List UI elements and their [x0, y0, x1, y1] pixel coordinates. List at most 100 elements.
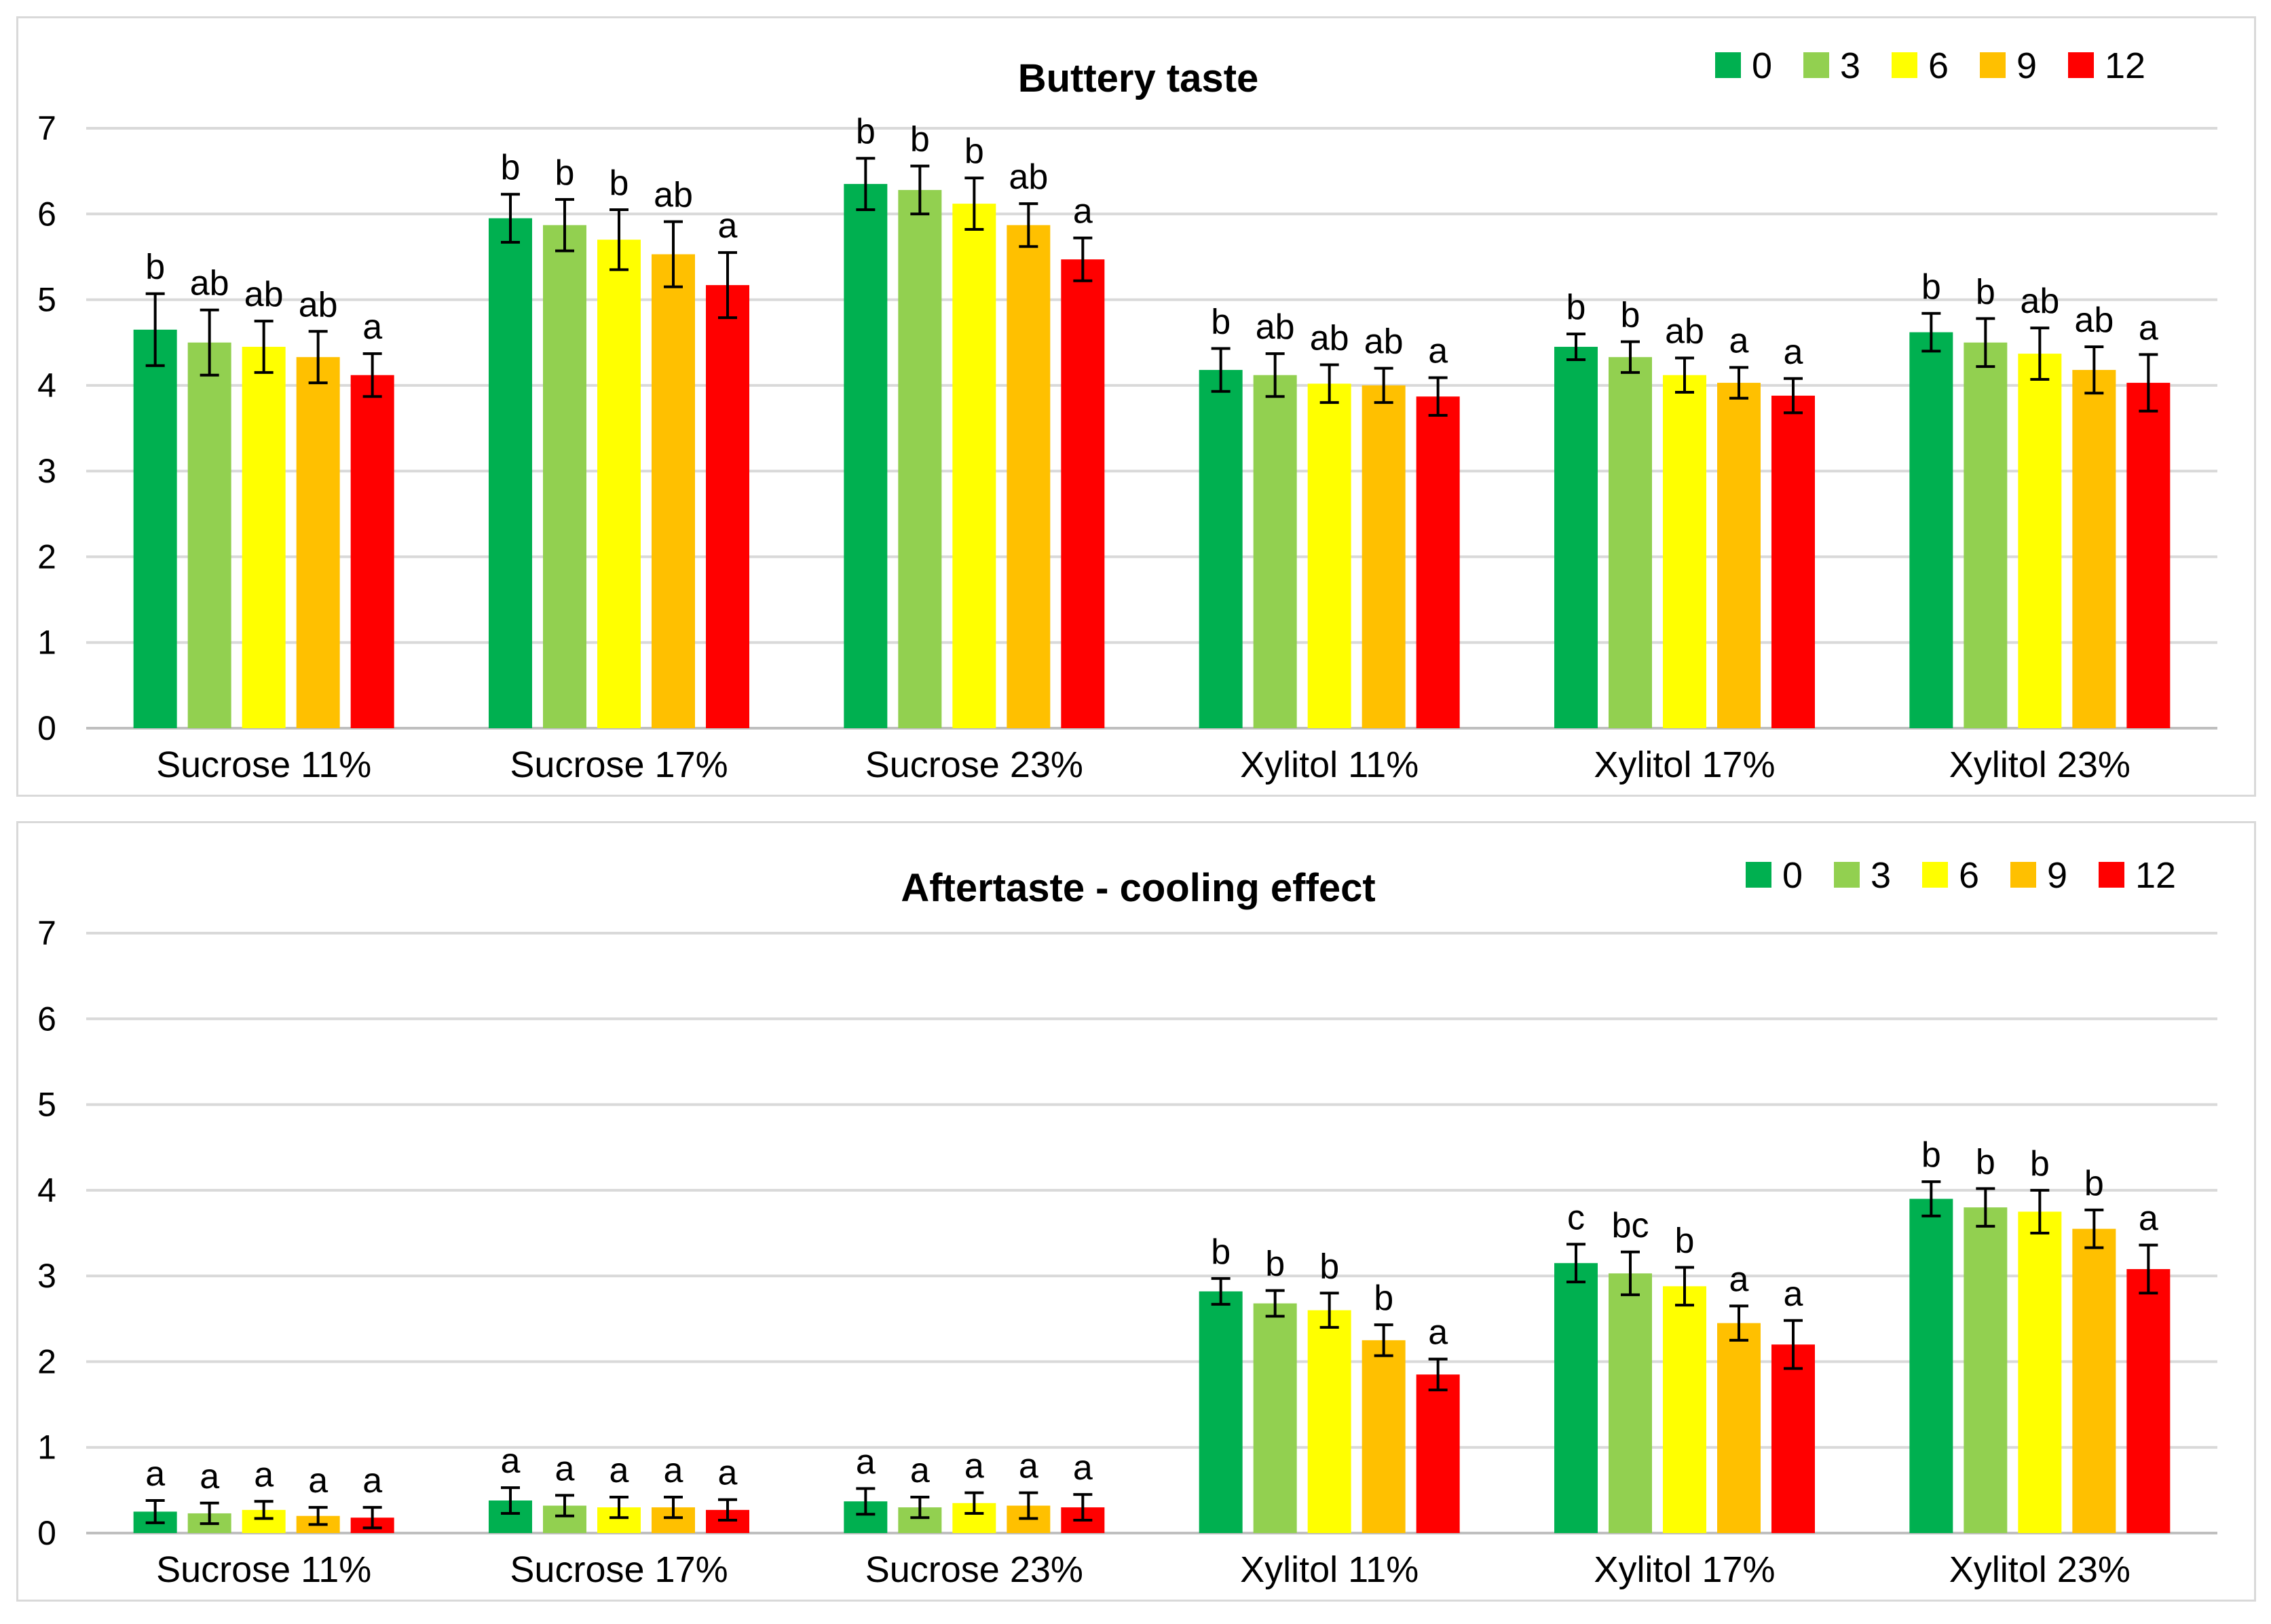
bar — [2018, 354, 2062, 728]
significance-label: b — [1319, 1247, 1339, 1286]
bar — [2072, 1228, 2116, 1533]
significance-label: b — [2084, 1164, 2104, 1203]
bar — [242, 347, 286, 728]
bar — [1964, 342, 2008, 728]
legend-label: 3 — [1840, 45, 1860, 86]
bar — [2072, 370, 2116, 728]
bar — [1362, 1340, 1406, 1533]
chart-title: Buttery taste — [1018, 56, 1259, 100]
significance-label: a — [362, 1461, 382, 1500]
legend-swatch — [2068, 52, 2094, 78]
significance-label: a — [555, 1449, 575, 1488]
significance-label: b — [1675, 1222, 1695, 1261]
category-label: Xylitol 17% — [1594, 1549, 1775, 1590]
y-tick-label: 7 — [37, 109, 56, 147]
bar — [952, 204, 996, 728]
significance-label: b — [1211, 303, 1231, 342]
bar — [2126, 383, 2171, 728]
y-tick-label: 4 — [37, 1171, 56, 1209]
legend-label: 6 — [1928, 45, 1949, 86]
bar — [1964, 1207, 2008, 1533]
bar — [543, 225, 586, 728]
legend-swatch — [1746, 862, 1771, 888]
significance-label: bc — [1612, 1206, 1649, 1245]
significance-label: a — [718, 1454, 738, 1493]
bar — [2126, 1269, 2171, 1533]
legend-swatch — [1892, 52, 1917, 78]
significance-label: b — [1976, 1142, 1995, 1182]
significance-label: a — [200, 1457, 219, 1496]
significance-label: b — [609, 164, 629, 203]
y-tick-label: 1 — [37, 1429, 56, 1467]
significance-label: a — [1019, 1447, 1038, 1486]
bar — [1307, 383, 1351, 728]
significance-label: a — [1428, 1313, 1448, 1353]
significance-label: a — [664, 1451, 683, 1490]
y-tick-label: 6 — [37, 1000, 56, 1038]
y-tick-label: 6 — [37, 195, 56, 233]
bar — [133, 329, 177, 728]
category-label: Xylitol 11% — [1240, 1549, 1419, 1590]
bar — [1554, 347, 1598, 728]
significance-label: ab — [1665, 311, 1704, 351]
y-tick-label: 4 — [37, 366, 56, 404]
legend-label: 9 — [2047, 855, 2067, 896]
legend-label: 6 — [1959, 855, 1979, 896]
significance-label: b — [856, 112, 876, 151]
significance-label: a — [308, 1461, 328, 1500]
significance-label: a — [1073, 1448, 1093, 1488]
significance-label: ab — [1364, 322, 1404, 362]
significance-label: a — [2139, 308, 2158, 347]
bar — [1199, 370, 1243, 728]
category-label: Sucrose 23% — [865, 744, 1083, 785]
category-label: Xylitol 17% — [1594, 744, 1775, 785]
significance-label: ab — [654, 176, 693, 215]
significance-label: b — [1566, 288, 1586, 327]
significance-label: a — [1784, 1274, 1803, 1314]
significance-label: ab — [1310, 319, 1349, 358]
significance-label: a — [910, 1451, 930, 1490]
significance-label: a — [145, 1454, 165, 1494]
legend-swatch — [1715, 52, 1741, 78]
chart-title: Aftertaste - cooling effect — [901, 866, 1375, 910]
y-tick-label: 5 — [37, 1086, 56, 1124]
legend-label: 12 — [2135, 855, 2176, 896]
legend-label: 9 — [2016, 45, 2037, 86]
legend-swatch — [2099, 862, 2124, 888]
bar — [597, 240, 641, 729]
legend-swatch — [1922, 862, 1948, 888]
bar — [1362, 385, 1406, 728]
significance-label: b — [1976, 272, 1995, 311]
bar — [1416, 396, 1460, 728]
significance-label: a — [1073, 192, 1093, 231]
category-label: Xylitol 23% — [1949, 1549, 2131, 1590]
legend-swatch — [2010, 862, 2036, 888]
bar — [1199, 1291, 1243, 1533]
bar — [1554, 1263, 1598, 1533]
bar — [1253, 375, 1297, 728]
significance-label: b — [2030, 1144, 2050, 1184]
significance-label: a — [2139, 1199, 2158, 1239]
significance-label: b — [910, 120, 930, 159]
bar — [1307, 1310, 1351, 1533]
bar — [1007, 225, 1051, 728]
bar — [2018, 1211, 2062, 1533]
significance-label: a — [1784, 333, 1803, 372]
significance-label: b — [1921, 267, 1941, 307]
bar — [1663, 375, 1706, 728]
significance-label: b — [555, 153, 575, 193]
category-label: Xylitol 23% — [1949, 744, 2131, 785]
y-tick-label: 3 — [37, 1257, 56, 1295]
legend-label: 0 — [1752, 45, 1772, 86]
significance-label: b — [1621, 295, 1640, 335]
chart-panel-buttery-taste: Buttery taste 0 1 2 3 4 5 6 7 b ab ab ab a Sucrose 11%… — [16, 16, 2256, 797]
significance-label: a — [1428, 331, 1448, 371]
bar — [1909, 332, 1953, 728]
y-tick-label: 2 — [37, 537, 56, 575]
significance-label: c — [1567, 1198, 1585, 1237]
bar — [1253, 1303, 1297, 1533]
significance-label: b — [964, 132, 984, 171]
significance-label: a — [964, 1447, 984, 1486]
significance-label: ab — [244, 275, 284, 314]
